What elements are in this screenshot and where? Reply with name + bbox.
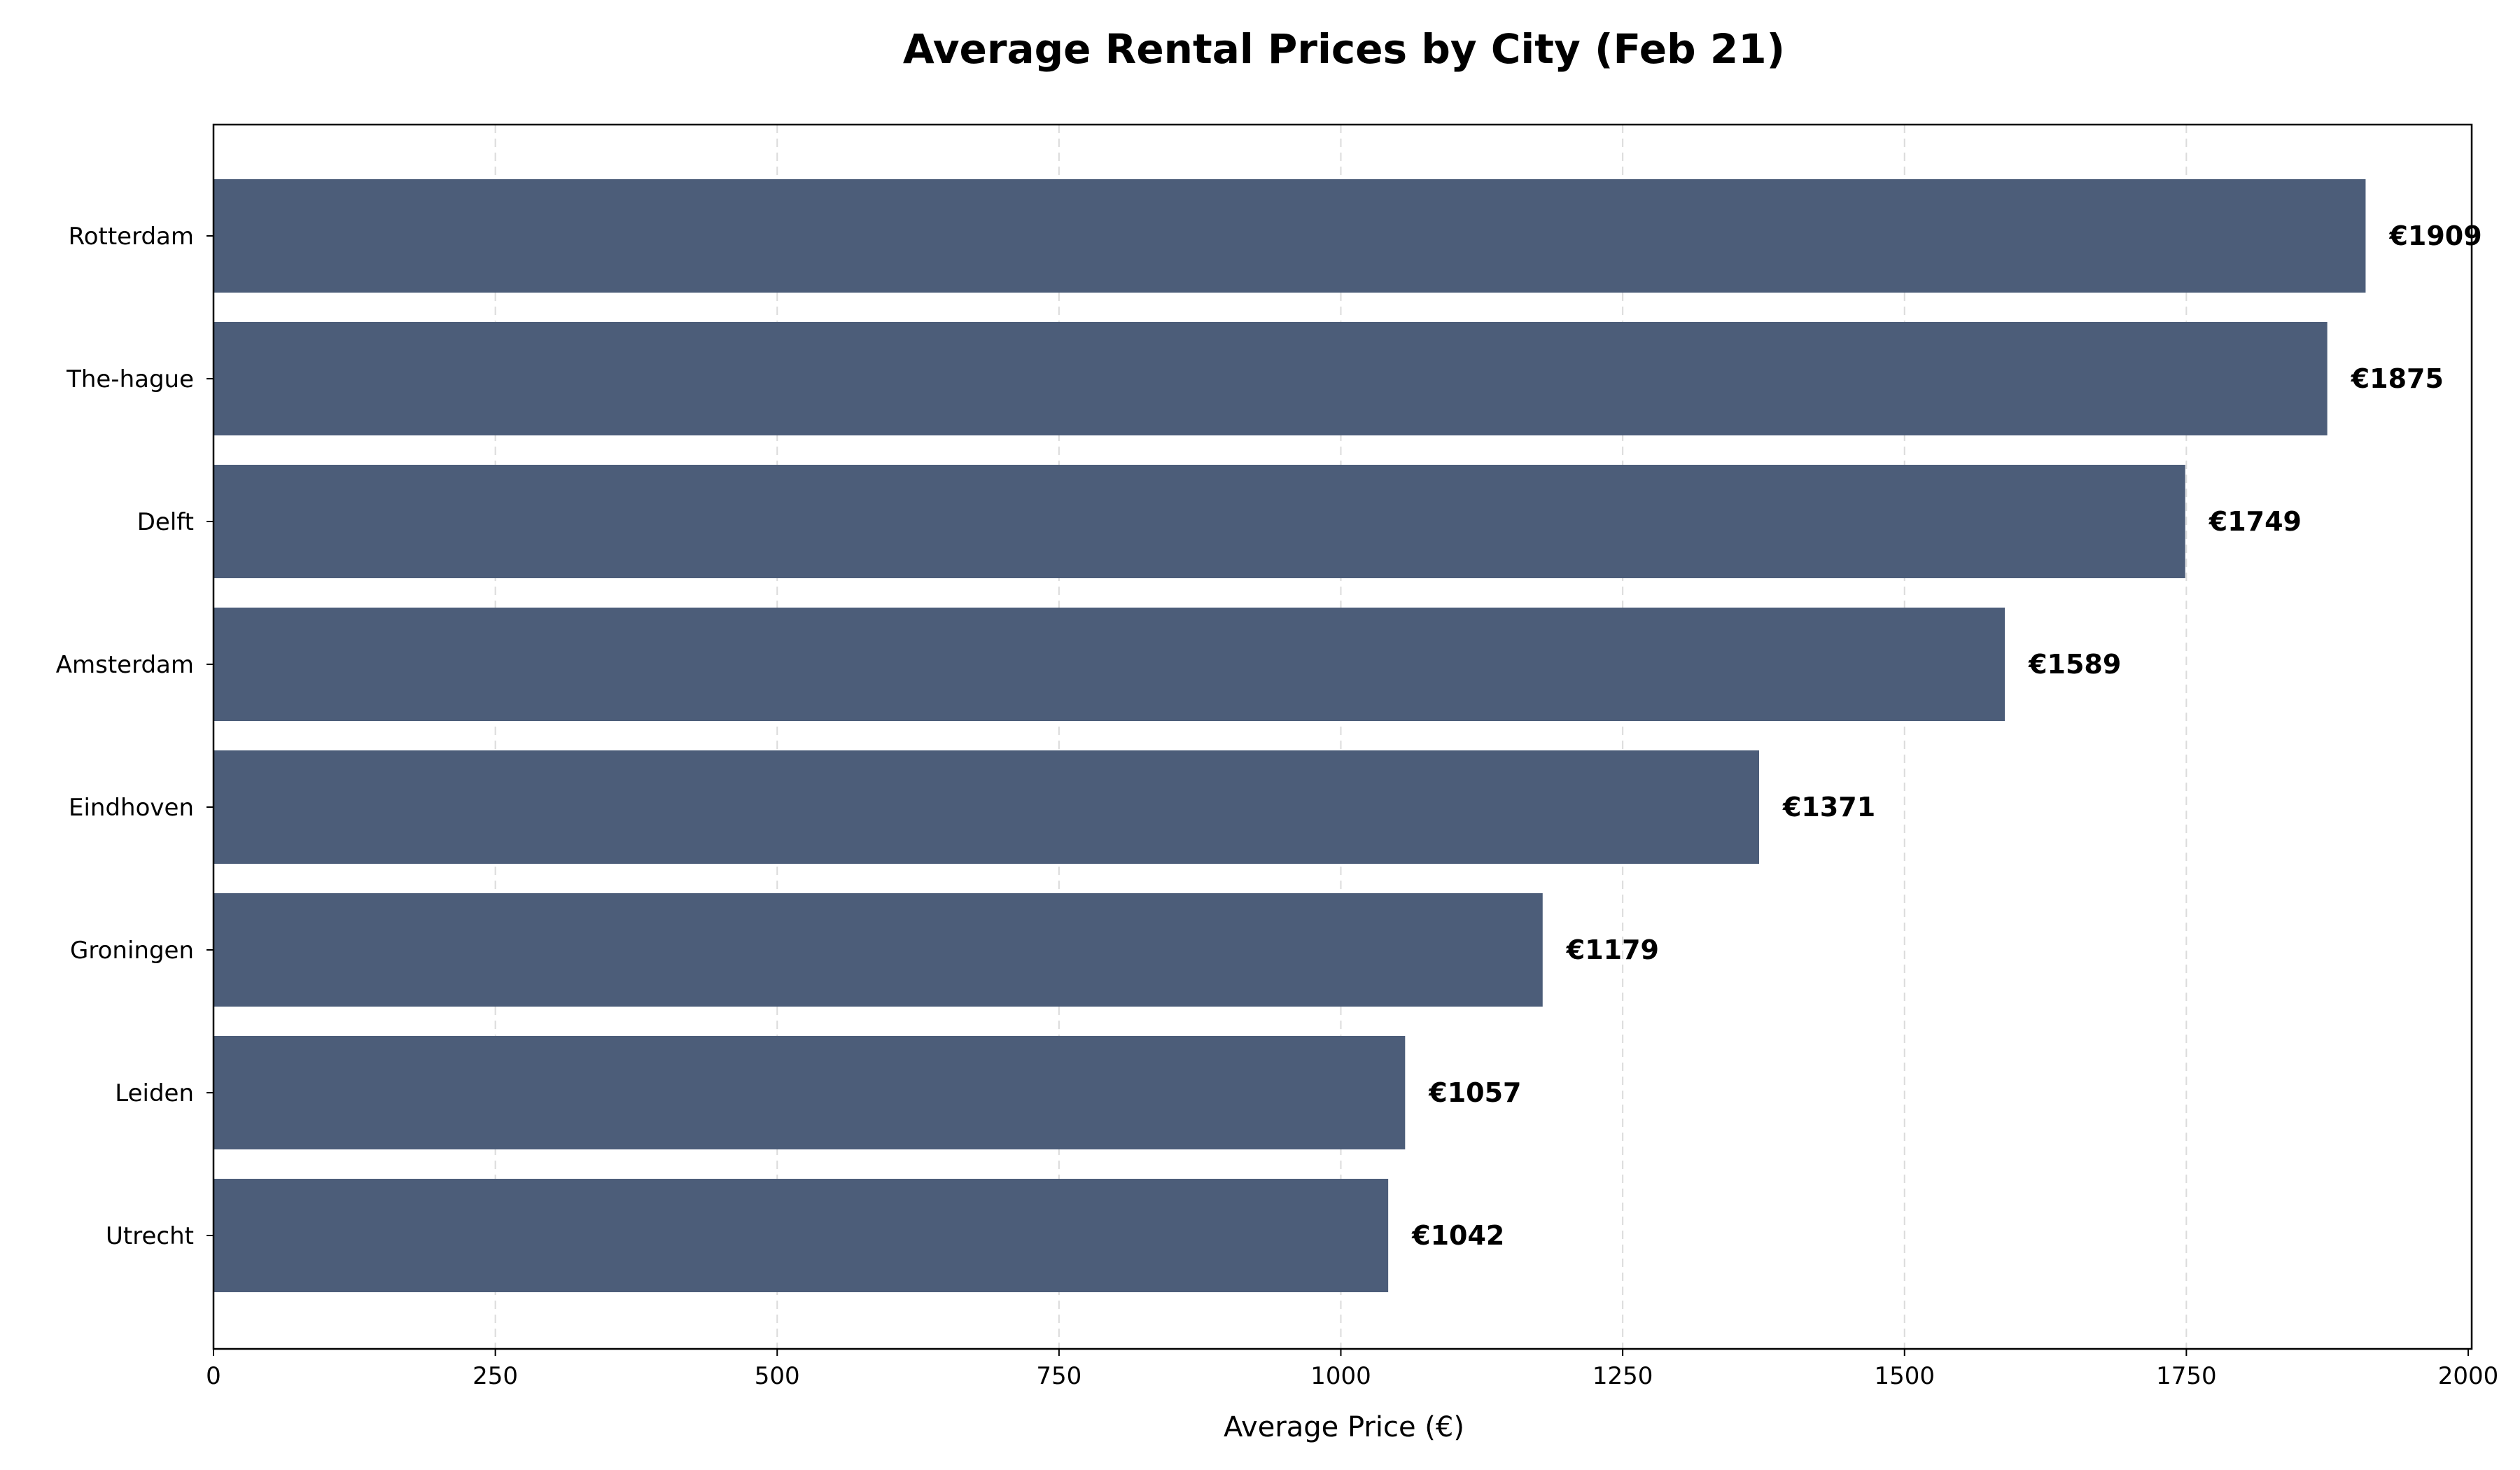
- value-label: €1875: [2351, 363, 2444, 394]
- x-tick-label: 1750: [2156, 1362, 2217, 1390]
- bar-groningen: [214, 893, 1543, 1007]
- value-label: €1749: [2208, 506, 2302, 537]
- value-label: €1909: [2388, 220, 2482, 251]
- value-label: €1179: [1566, 934, 1659, 965]
- bar-utrecht: [214, 1179, 1389, 1292]
- x-tick-label: 1250: [1592, 1362, 1653, 1390]
- y-tick-label: Rotterdam: [69, 223, 194, 251]
- bar-eindhoven: [214, 750, 1759, 864]
- y-tick-label: Leiden: [115, 1079, 194, 1107]
- chart-title: Average Rental Prices by City (Feb 21): [903, 25, 1785, 73]
- y-tick-label: Delft: [137, 508, 194, 536]
- y-tick-label: The-hague: [66, 365, 194, 393]
- bar-delft: [214, 465, 2185, 578]
- y-tick-label: Amsterdam: [56, 651, 194, 679]
- x-axis-label: Average Price (€): [1224, 1411, 1464, 1443]
- value-label: €1371: [1782, 792, 1875, 822]
- x-tick-label: 500: [755, 1362, 800, 1390]
- bar-leiden: [214, 1036, 1406, 1149]
- value-label: €1042: [1411, 1220, 1504, 1251]
- y-tick-label: Utrecht: [106, 1222, 194, 1250]
- x-tick-label: 0: [206, 1362, 221, 1390]
- x-tick-label: 1500: [1874, 1362, 1935, 1390]
- plot-frame: [212, 123, 2473, 1350]
- x-tick-label: 2000: [2438, 1362, 2499, 1390]
- x-tick-label: 750: [1036, 1362, 1082, 1390]
- value-label: €1057: [1428, 1077, 1521, 1108]
- y-tick-label: Eindhoven: [69, 794, 194, 822]
- bar-rotterdam: [214, 179, 2366, 293]
- x-tick-label: 250: [472, 1362, 518, 1390]
- y-tick-label: Groningen: [70, 937, 194, 965]
- bar-amsterdam: [214, 608, 2005, 721]
- value-label: €1589: [2028, 649, 2121, 680]
- bar-the-hague: [214, 322, 2328, 435]
- x-tick-label: 1000: [1310, 1362, 1371, 1390]
